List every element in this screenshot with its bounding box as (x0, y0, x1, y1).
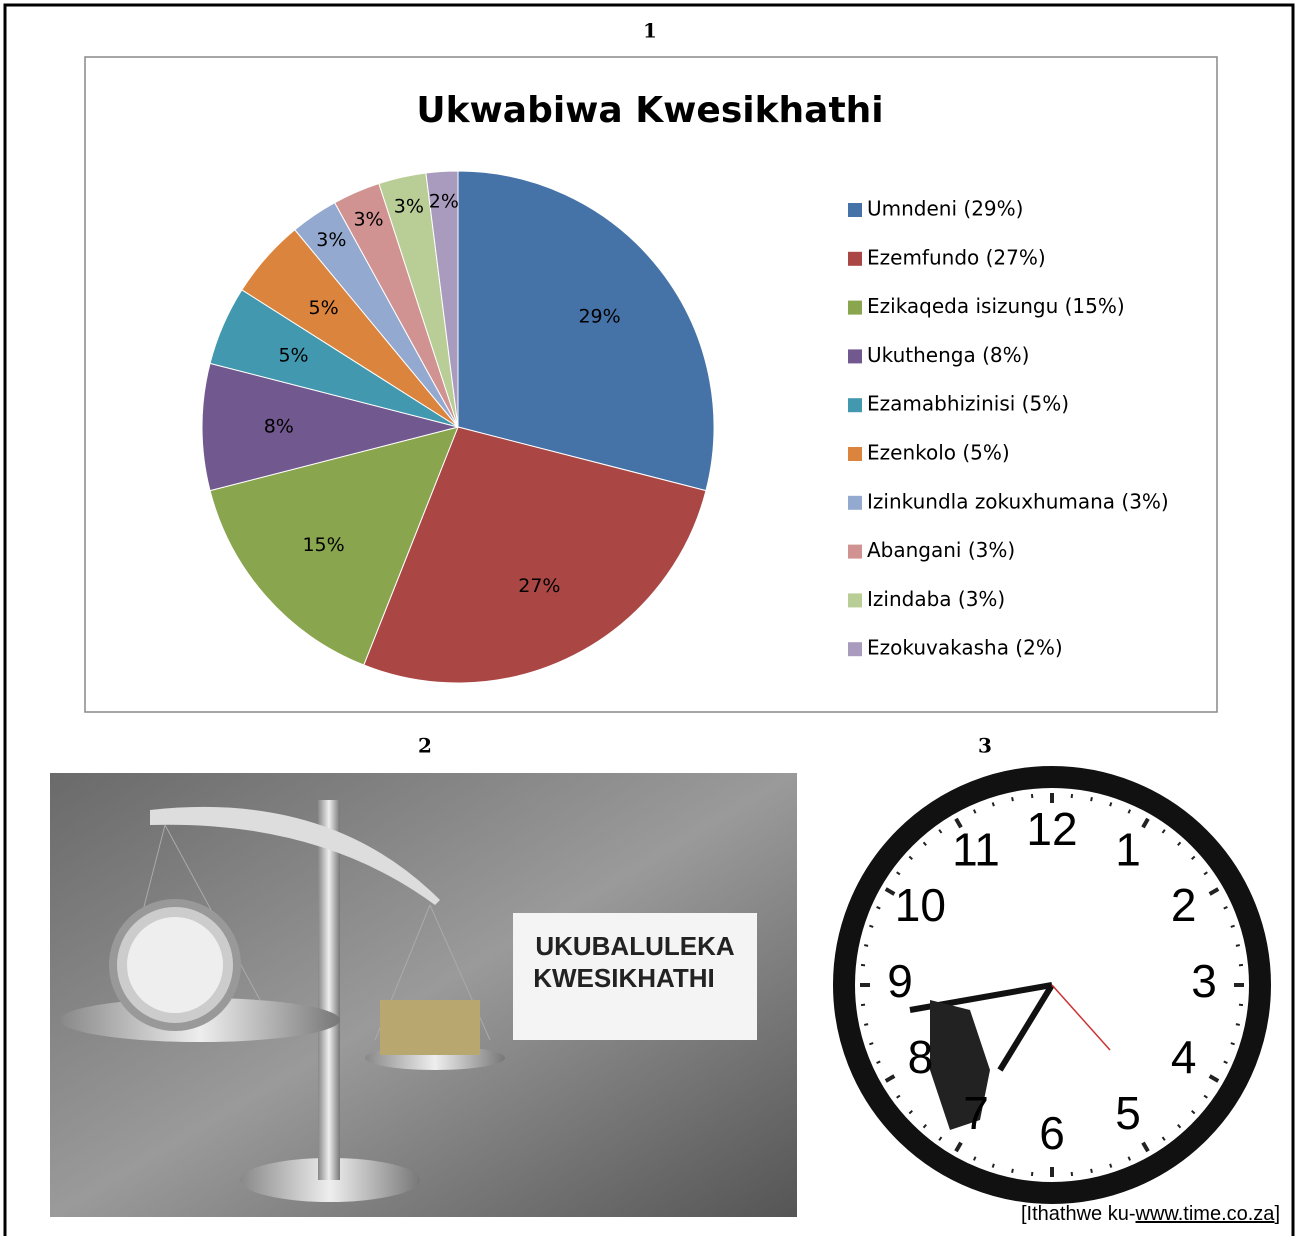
clock-tick (1110, 1164, 1111, 1168)
clock-number: 1 (1115, 824, 1141, 876)
clock-number: 7 (963, 1087, 989, 1139)
clock-tick (864, 1024, 868, 1025)
data-label: 15% (302, 534, 344, 556)
clock-number: 4 (1171, 1031, 1197, 1083)
source-prefix: [Ithathwe ku- (1021, 1203, 1136, 1225)
data-label: 5% (278, 344, 308, 366)
clock-tick (1012, 797, 1013, 801)
data-label: 29% (578, 306, 620, 328)
figure-label: 3 (978, 734, 992, 758)
data-label: 27% (518, 575, 560, 597)
clock-tick (1236, 945, 1240, 946)
data-label: 3% (316, 229, 346, 251)
legend-label: Izinkundla zokuxhumana (3%) (867, 489, 1169, 513)
clock-tick (864, 945, 868, 946)
clock-tick (1231, 926, 1235, 927)
legend-swatch (848, 496, 862, 510)
clock-number: 9 (887, 955, 913, 1007)
image-caption: UKUBALULEKA (535, 931, 735, 961)
clock-tick (993, 1164, 994, 1168)
clock-tick (1091, 1169, 1092, 1173)
clock-number: 2 (1171, 879, 1197, 931)
legend-swatch (848, 447, 862, 461)
legend-label: Ezemfundo (27%) (867, 245, 1046, 269)
source-url[interactable]: www.time.co.za (1135, 1203, 1276, 1225)
legend-swatch (848, 349, 862, 363)
legend-label: Ezikaqeda isizungu (15%) (867, 294, 1125, 318)
data-label: 8% (264, 416, 294, 438)
clock-tick (1091, 797, 1092, 801)
data-label: 3% (394, 196, 424, 218)
clock-number: 10 (895, 879, 946, 931)
clock-tick (1110, 802, 1111, 806)
pie: 29%27%15%8%5%5%3%3%3%2% (202, 171, 714, 683)
legend-label: Izindaba (3%) (867, 587, 1005, 611)
legend-swatch (848, 545, 862, 559)
data-label: 3% (353, 209, 383, 231)
data-label: 2% (429, 191, 459, 213)
clock-number: 8 (908, 1031, 934, 1083)
clock-tick (1012, 1169, 1013, 1173)
page: 1 2 3 Ukwabiwa Kwesikhathi 29%27%15%8%5%… (0, 0, 1298, 1236)
legend-label: Ezokuvakasha (2%) (867, 636, 1063, 660)
image-scale: UKUBALULEKA KWESIKHATHI (50, 773, 797, 1217)
legend-label: Ezenkolo (5%) (867, 441, 1010, 465)
source: [Ithathwe ku-www.time.co.za] (1021, 1203, 1280, 1225)
clock-number: 12 (1026, 803, 1077, 855)
legend-label: Umndeni (29%) (867, 197, 1023, 221)
clock-number: 3 (1191, 955, 1217, 1007)
image-caption: KWESIKHATHI (533, 963, 715, 993)
clock-tick (993, 802, 994, 806)
legend-swatch (848, 398, 862, 412)
legend-label: Ukuthenga (8%) (867, 343, 1029, 367)
clock-tick (869, 1043, 873, 1044)
data-label: 5% (309, 297, 339, 319)
figure-label: 1 (643, 19, 657, 43)
figure-label: 2 (418, 734, 432, 758)
clock-tick (869, 926, 873, 927)
legend-swatch (848, 203, 862, 217)
source-suffix: ] (1274, 1203, 1280, 1225)
clock-tick (1236, 1024, 1240, 1025)
clock-number: 5 (1115, 1087, 1141, 1139)
chart-title: Ukwabiwa Kwesikhathi (416, 90, 883, 131)
legend-swatch (848, 301, 862, 315)
legend-label: Abangani (3%) (867, 538, 1015, 562)
clock-tick (1231, 1043, 1235, 1044)
legend-swatch (848, 593, 862, 607)
clock-number: 11 (952, 824, 1000, 876)
legend-label: Ezamabhizinisi (5%) (867, 392, 1069, 416)
clock-number: 6 (1039, 1107, 1065, 1159)
legend-swatch (848, 252, 862, 266)
legend-swatch (848, 642, 862, 656)
